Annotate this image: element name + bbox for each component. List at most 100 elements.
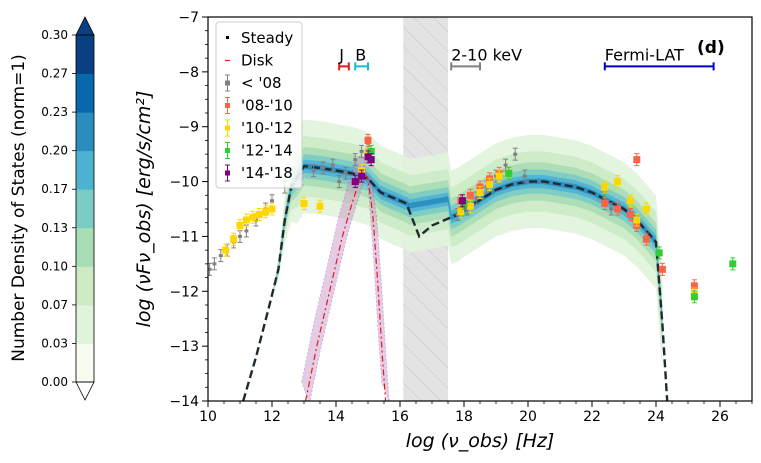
y-axis: −7 −8 −9 −10 −11 −12 −13 −14: [169, 10, 208, 410]
data-point: [658, 262, 666, 276]
colorbar-segment: [76, 343, 94, 383]
marker: [255, 210, 263, 218]
data-point: [601, 197, 609, 211]
x-tick-label: 20: [519, 409, 537, 425]
legend-item: Disk: [225, 52, 274, 70]
marker: [505, 169, 513, 177]
marker: [208, 267, 212, 271]
legend-item: '10-'12: [225, 119, 293, 137]
marker: [601, 200, 609, 208]
x-tick-label: 14: [327, 409, 345, 425]
data-point: [626, 207, 634, 221]
data-point: [336, 175, 342, 189]
data-point: [633, 153, 641, 167]
colorbar-segments: [76, 35, 94, 383]
legend-marker: [225, 80, 230, 86]
marker: [729, 260, 737, 268]
legend-label: '14-'18: [241, 164, 293, 182]
data-point: [237, 229, 243, 243]
marker: [218, 254, 223, 258]
marker: [633, 156, 641, 164]
y-tick-label: −8: [178, 65, 199, 81]
data-point: [608, 202, 614, 216]
colorbar-tick-label: 0.30: [41, 28, 68, 42]
marker: [522, 174, 527, 178]
colorbar-tick-label: 0.00: [41, 375, 68, 389]
marker: [457, 208, 465, 216]
data-point: [466, 188, 474, 202]
data-point: [358, 169, 366, 183]
colorbar-tick-label: 0.17: [41, 182, 68, 196]
colorbar-segment: [76, 150, 94, 190]
data-point: [642, 232, 650, 246]
y-tick-label: −10: [169, 175, 199, 191]
data-point: [614, 202, 622, 216]
data-point: [352, 153, 358, 167]
data-point: [367, 153, 375, 167]
legend-label: '12-'14: [241, 142, 293, 160]
legend-label: Steady: [241, 29, 293, 47]
y-tick-label: −14: [169, 394, 199, 410]
disk-envelope-fill: [301, 153, 390, 401]
marker: [311, 169, 316, 173]
x-tick-label: 16: [391, 409, 409, 425]
legend: Steady Disk < '08 '08-'10 '10-'12 '12-'14 '14-…: [215, 21, 303, 189]
colorbar-segment: [76, 73, 94, 113]
marker: [690, 293, 698, 301]
data-point: [690, 290, 698, 304]
band-annotations: J B 2-10 keV Fermi-LAT: [338, 45, 715, 71]
plot-area: J B 2-10 keV Fermi-LAT 10 12 14 16 18 20 22 24 26 −…: [133, 10, 753, 452]
colorbar-tick-label: 0.13: [41, 221, 68, 235]
marker: [503, 163, 508, 167]
marker: [626, 210, 634, 218]
marker: [300, 200, 308, 208]
annotation-label: Fermi-LAT: [605, 45, 684, 64]
marker: [476, 189, 484, 197]
colorbar-segment: [76, 227, 94, 267]
colorbar-tick-label: 0.23: [41, 105, 68, 119]
colorbar-segment: [76, 35, 94, 75]
marker: [353, 158, 358, 162]
data-point: [343, 166, 349, 180]
marker: [270, 199, 274, 203]
marker: [212, 262, 217, 266]
legend-marker: [225, 125, 230, 131]
marker: [330, 163, 335, 167]
legend-item: '12-'14: [225, 142, 293, 160]
marker: [658, 265, 666, 273]
data-point: [522, 169, 528, 183]
disk-model-line: [305, 172, 387, 401]
marker: [609, 207, 614, 211]
marker: [626, 197, 634, 205]
marker: [351, 178, 359, 186]
x-axis: 10 12 14 16 18 20 22 24 26: [199, 401, 753, 425]
marker: [321, 166, 326, 170]
legend-label: '10-'12: [241, 119, 293, 137]
marker: [642, 205, 650, 213]
y-tick-label: −11: [169, 229, 199, 245]
colorbar-segment: [76, 112, 94, 152]
legend-swatch: [226, 36, 229, 39]
data-point: [316, 199, 324, 213]
marker: [690, 282, 698, 290]
annotation-label: 2-10 keV: [451, 45, 522, 64]
colorbar-segment: [76, 304, 94, 344]
colorbar-tick-label: 0.03: [41, 336, 68, 350]
marker: [633, 216, 641, 224]
data-point: [476, 186, 484, 200]
colorbar-segment: [76, 266, 94, 306]
data-point: [642, 202, 650, 216]
legend-frame: [215, 21, 303, 189]
marker: [614, 178, 622, 186]
colorbar-frame: [75, 34, 95, 383]
marker: [364, 136, 372, 144]
marker: [316, 202, 324, 210]
legend-item: Steady: [226, 29, 293, 47]
marker: [242, 216, 250, 224]
colorbar: 0.00 0.03 0.07 0.10 0.13 0.17 0.20 0.23 0.27 0.30…: [9, 16, 95, 401]
marker: [337, 180, 342, 184]
marker: [474, 196, 479, 200]
legend-marker: [225, 148, 230, 153]
panel-label: (d): [697, 38, 725, 58]
